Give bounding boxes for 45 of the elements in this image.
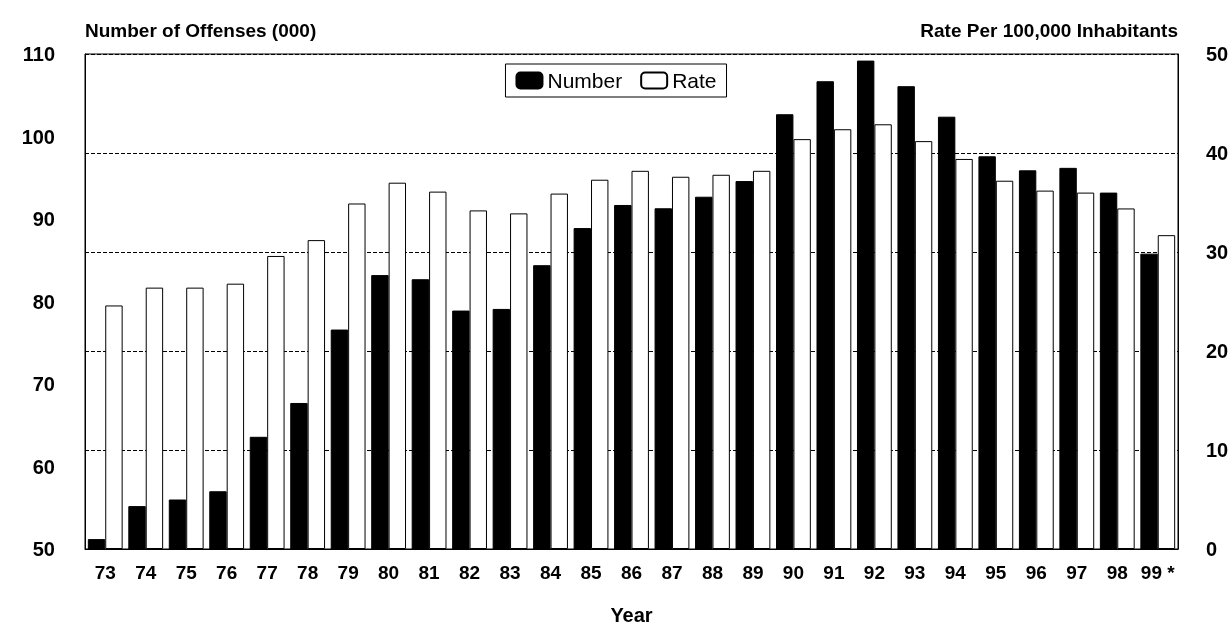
x-tick-label: 81: [418, 562, 441, 583]
y-tick-label: 60: [32, 455, 55, 478]
x-tick-label: 94: [944, 562, 967, 583]
x-tick-label: 95: [985, 562, 1007, 583]
x-tick-label: 86: [620, 562, 643, 583]
x-tick-label: 75: [175, 562, 198, 583]
x-tick-label: 74: [135, 562, 157, 583]
y-axis-title: Number of Offenses (000): [85, 20, 317, 41]
y2-tick-label: 10: [1206, 439, 1229, 461]
x-tick-label: 76: [216, 562, 238, 583]
x-tick-label: 87: [661, 562, 683, 583]
x-tick-label: 83: [499, 562, 521, 583]
x-tick-label: 73: [94, 562, 116, 583]
x-tick-label: 82: [459, 562, 481, 583]
x-tick-label: 96: [1025, 562, 1047, 583]
x-tick-label: 99 *: [1140, 562, 1176, 583]
y-tick-label: 50: [32, 538, 55, 560]
x-tick-label: 90: [782, 562, 804, 583]
x-tick-label: 89: [742, 562, 764, 583]
x-tick-label: 79: [337, 562, 359, 583]
x-tick-label: 77: [256, 562, 278, 583]
legend-label: Rate: [672, 69, 717, 92]
x-tick-label: 78: [297, 562, 319, 583]
x-tick-label: 85: [580, 562, 603, 583]
y-tick-label: 80: [32, 290, 55, 313]
x-tick-label: 80: [378, 562, 400, 583]
y2-tick-label: 50: [1206, 43, 1229, 65]
x-tick-label: 88: [701, 562, 724, 583]
y-tick-label: 90: [32, 208, 55, 230]
y-tick-label: 70: [32, 373, 55, 395]
x-tick-label: 91: [823, 562, 845, 583]
x-tick-label: 93: [904, 562, 926, 583]
x-axis-title: Year: [610, 604, 653, 626]
y2-tick-label: 0: [1206, 538, 1218, 560]
y-tick-label: 100: [21, 125, 55, 148]
x-tick-label: 84: [539, 562, 562, 583]
y2-tick-label: 30: [1206, 241, 1229, 263]
x-tick-label: 92: [863, 562, 885, 583]
legend-label: Number: [547, 69, 623, 92]
y2-tick-label: 20: [1206, 340, 1229, 362]
y2-tick-label: 40: [1206, 142, 1229, 164]
x-tick-label: 97: [1066, 562, 1088, 583]
y-tick-label: 110: [22, 43, 55, 65]
x-tick-label: 98: [1106, 562, 1128, 583]
y2-axis-title: Rate Per 100,000 Inhabitants: [920, 20, 1178, 41]
